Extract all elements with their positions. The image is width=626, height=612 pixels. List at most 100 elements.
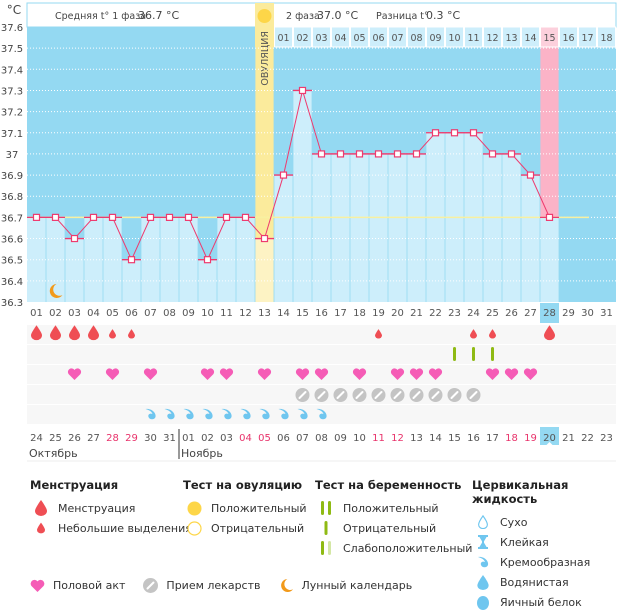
phase2-day-label: 05 [353, 33, 365, 44]
legend-title: Цервикальная жидкость [472, 478, 569, 506]
cycle-day-label: 11 [220, 308, 233, 319]
calendar-date: 13 [410, 433, 423, 444]
y-axis-unit: °C [7, 3, 21, 17]
cycle-day-label: 28 [543, 308, 556, 319]
legend-label: Положительный [211, 501, 307, 515]
calendar-date: 24 [30, 433, 43, 444]
calendar-date: 25 [49, 433, 62, 444]
phase2-day-label: 04 [334, 33, 346, 44]
menstruation-drop-icon [88, 325, 99, 341]
cycle-day-label: 12 [239, 308, 252, 319]
legend-label: Положительный [343, 501, 439, 515]
test-negative-icon [315, 521, 337, 535]
cycle-day-label: 05 [106, 308, 119, 319]
y-tick-label: 37.1 [1, 129, 23, 140]
cycle-day-label: 03 [68, 308, 81, 319]
cycle-day-label: 14 [277, 308, 290, 319]
pill-icon-stroke [336, 391, 345, 399]
legend-label: Водянистая [500, 575, 569, 589]
legend-title: Менструация [30, 478, 119, 492]
legend-item: Менструация [30, 498, 192, 518]
phase2-day-cell [578, 26, 597, 48]
phase2-day-label: 18 [600, 33, 612, 44]
phase2-day-cell [312, 26, 331, 48]
calendar-date: 20 [543, 433, 556, 444]
heart-icon [428, 368, 443, 380]
pill-icon-stroke [469, 391, 478, 399]
month-label: Октябрь [29, 447, 78, 460]
phase1-label: Средняя t° 1 фаза [55, 11, 146, 22]
creamy-fluid-icon [164, 408, 175, 420]
watery-icon [472, 574, 494, 590]
phase2-day-cell [388, 26, 407, 48]
cycle-day-label: 22 [429, 308, 442, 319]
calendar-date: 04 [239, 433, 252, 444]
legend-item: Сухо [472, 512, 626, 532]
blood-drop-icon [30, 500, 52, 516]
phase2-day-cell [369, 26, 388, 48]
heart-icon [257, 368, 272, 380]
today-marker [540, 427, 559, 445]
calendar-date: 10 [353, 433, 366, 444]
legend-label: Половой акт [53, 579, 126, 592]
temp-bar [274, 175, 293, 302]
legend-label: Клейкая [500, 535, 549, 549]
temp-point [412, 150, 421, 158]
pill-icon-stroke [317, 391, 326, 399]
temp-point [355, 150, 364, 158]
legend-label: Отрицательный [211, 521, 305, 535]
symbol-row [27, 325, 616, 344]
calendar-date: 16 [467, 433, 480, 444]
temp-point [526, 171, 535, 179]
y-tick-label: 37.5 [1, 44, 23, 55]
ovulation-label: ОВУЛЯЦИЯ [260, 31, 271, 86]
cycle-day-label: 01 [30, 308, 43, 319]
y-tick-label: 37.3 [1, 86, 23, 97]
calendar-date: 26 [68, 433, 81, 444]
cycle-day-label: 30 [581, 308, 594, 319]
temp-bar [521, 175, 540, 302]
ovulation-column [255, 3, 274, 302]
temp-point [165, 213, 174, 221]
heart-icon [295, 368, 310, 380]
phase2-value: 37.0 °C [317, 9, 358, 22]
phase2-day-label: 11 [467, 33, 479, 44]
cycle-day-label: 25 [486, 308, 499, 319]
legend-ovulation-test: Тест на овуляцию Положительный Отрицател… [183, 478, 307, 538]
temp-point [545, 213, 554, 221]
y-tick-label: 36.3 [1, 298, 23, 309]
temp-point [51, 213, 60, 221]
heart-icon [143, 368, 158, 380]
phase2-day-cell [502, 26, 521, 48]
month-label: Ноябрь [181, 447, 223, 460]
heart-icon [504, 368, 519, 380]
creamy-fluid-icon [202, 408, 213, 420]
calendar-date: 28 [106, 433, 119, 444]
menstruation-drop-icon [50, 325, 61, 341]
positive-circle-icon [183, 501, 205, 516]
heart-icon [314, 368, 329, 380]
phase2-day-cell [407, 26, 426, 48]
legend-pregnancy-test: Тест на беременность Положительный Отриц… [315, 478, 472, 558]
spotting-drop-icon [489, 329, 496, 339]
heart-icon [352, 368, 367, 380]
creamy-fluid-icon [183, 408, 194, 420]
y-tick-label: 36.5 [1, 256, 23, 267]
cycle-day-label: 18 [353, 308, 366, 319]
legend-label: Менструация [58, 501, 136, 515]
temp-point [336, 150, 345, 158]
calendar-date: 17 [486, 433, 499, 444]
creamy-fluid-icon [221, 408, 232, 420]
phase2-day-label: 13 [505, 33, 517, 44]
y-tick-label: 36.9 [1, 171, 23, 182]
calendar-date: 18 [505, 433, 518, 444]
calendar-date: 22 [581, 433, 594, 444]
phase2-day-label: 02 [296, 33, 308, 44]
legend-label: Сухо [500, 515, 528, 529]
phase2-day-label: 12 [486, 33, 498, 44]
spotting-drop-icon [375, 329, 382, 339]
heart-icon [409, 368, 424, 380]
pregnancy-test-icon [472, 347, 475, 361]
calendar-date: 08 [315, 433, 328, 444]
moon-icon [279, 578, 294, 593]
